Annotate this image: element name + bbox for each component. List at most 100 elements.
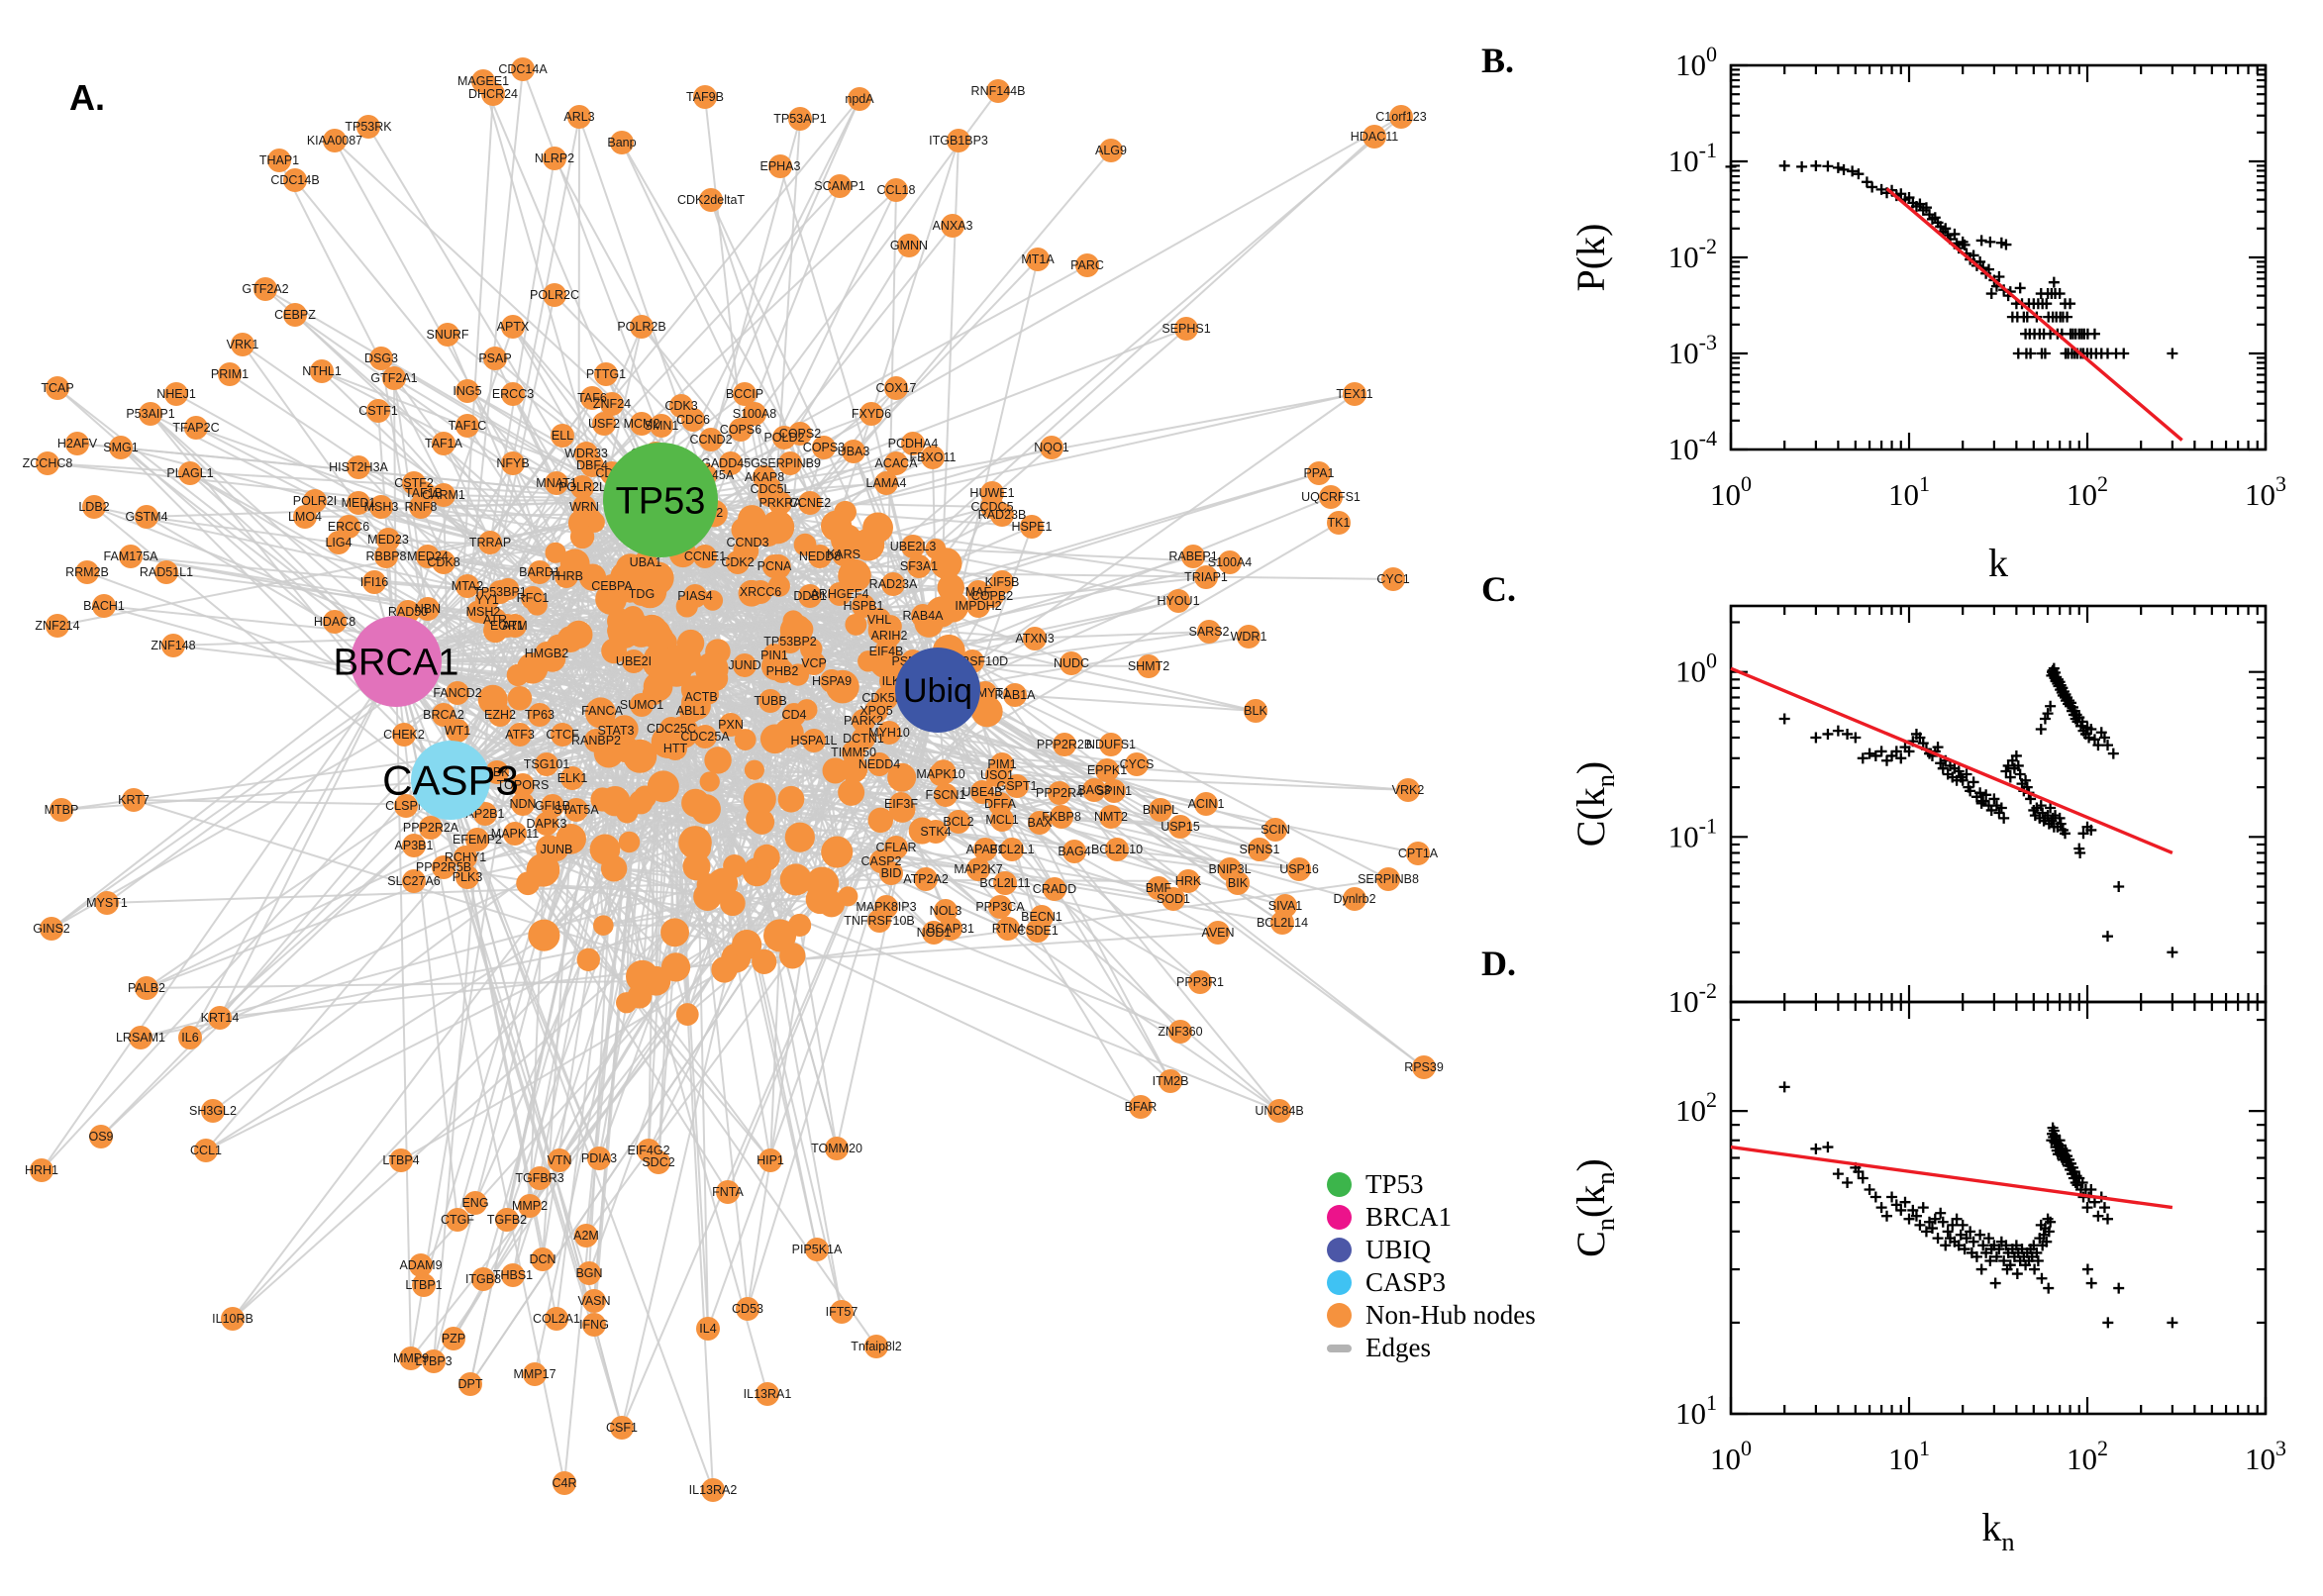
non-hub-node: [30, 1158, 53, 1182]
non-hub-node: [374, 545, 398, 568]
non-hub-node: [770, 659, 794, 683]
node-label: MCL1: [985, 813, 1018, 827]
node-label: BCAP31: [927, 922, 974, 936]
node-label: ANXA3: [933, 219, 973, 233]
non-hub-node: [937, 573, 965, 602]
non-hub-node: [1095, 758, 1119, 782]
non-hub-node: [545, 1307, 568, 1331]
node-label: PIP5K1A: [792, 1243, 843, 1256]
non-hub-node: [630, 693, 654, 717]
node-label: NQO1: [1034, 441, 1068, 454]
node-label: BLK: [1244, 704, 1267, 718]
non-hub-node: [986, 79, 1010, 103]
node-label: TEX11: [1336, 387, 1372, 401]
non-hub-node: [1343, 382, 1366, 406]
non-hub-node: [874, 471, 898, 495]
node-label: TK1: [1328, 516, 1351, 530]
non-hub-node: [95, 891, 119, 915]
node-label: PLAGL1: [166, 466, 213, 480]
node-label: HRH1: [25, 1163, 58, 1177]
node-label: Banp: [607, 136, 636, 150]
tick-label: 102: [2067, 1436, 2108, 1476]
node-label: WDR33: [564, 447, 608, 460]
non-hub-node: [1082, 778, 1106, 802]
node-label: NEDD8: [799, 549, 841, 563]
non-hub-node: [1206, 921, 1230, 945]
tick-label: 100: [1710, 471, 1752, 512]
node-label: NFYB: [496, 456, 529, 470]
node-label: RAB4A: [903, 609, 945, 623]
node-label: SPIN1: [1096, 784, 1132, 798]
node-label: PPP2R4: [1036, 786, 1083, 800]
non-hub-node: [947, 810, 970, 834]
node-label: MNAT1: [536, 476, 576, 490]
non-hub-node: [582, 1289, 606, 1313]
non-hub-node: [782, 703, 806, 727]
node-label: MSH3: [364, 500, 399, 514]
non-hub-node: [600, 855, 628, 882]
node-label: CFLAR: [876, 841, 917, 854]
non-hub-node: [859, 402, 883, 426]
node-label: OS9: [88, 1130, 113, 1144]
hub-label-ubiq: Ubiq: [903, 672, 972, 710]
node-label: BAG4: [1058, 845, 1090, 858]
non-hub-node: [753, 844, 780, 871]
node-label: CDC14B: [270, 173, 319, 187]
node-label: IL4: [699, 1322, 716, 1336]
non-hub-node: [828, 582, 852, 606]
non-hub-node: [711, 956, 738, 983]
non-hub-node: [569, 524, 595, 549]
node-label: LMO4: [288, 510, 322, 524]
non-hub-node: [768, 154, 792, 178]
node-label: RTN4: [992, 922, 1024, 936]
non-hub-node: [1003, 683, 1027, 707]
node-label: LRSAM1: [116, 1031, 165, 1045]
non-hub-node: [768, 491, 792, 515]
non-hub-node: [830, 1300, 854, 1324]
node-label: MED24: [407, 549, 449, 563]
node-label: WDR1: [1231, 630, 1267, 644]
non-hub-node: [640, 618, 671, 649]
node-label: ACTB: [684, 690, 717, 704]
non-hub-node: [572, 495, 596, 519]
non-hub-node: [356, 115, 380, 139]
non-hub-node: [419, 816, 443, 840]
non-hub-node: [736, 1297, 759, 1321]
non-hub-node: [432, 483, 455, 507]
scatter-points: [1778, 1081, 2178, 1329]
node-label: S100A4: [1208, 555, 1253, 569]
node-label: TIMM50: [831, 746, 876, 759]
non-hub-node: [1376, 867, 1400, 891]
node-label: BMF: [1146, 881, 1172, 895]
node-label: ALG9: [1095, 144, 1127, 157]
non-hub-node: [178, 1026, 202, 1049]
tick-label: 102: [2067, 471, 2108, 512]
non-hub-node: [699, 188, 723, 212]
non-hub-node: [1307, 461, 1331, 485]
non-hub-node: [545, 471, 568, 495]
non-hub-node: [822, 757, 849, 784]
non-hub-node: [852, 727, 875, 750]
non-hub-node: [798, 584, 822, 608]
non-hub-node: [852, 594, 875, 618]
node-label: PPP2R5B: [416, 860, 471, 874]
node-label: CDC25C: [647, 722, 696, 736]
node-label: TNFRSF10B: [844, 914, 915, 928]
non-hub-node: [610, 1416, 634, 1440]
node-label: IFT57: [826, 1305, 858, 1319]
node-label: CDC6: [676, 413, 710, 427]
non-hub-node: [458, 1372, 482, 1396]
axis-title: C(kn): [1568, 761, 1620, 848]
non-hub-node: [772, 426, 796, 449]
non-hub-node: [762, 554, 786, 578]
non-hub-node: [253, 277, 277, 301]
non-hub-node: [744, 759, 764, 780]
non-hub-node: [432, 855, 455, 879]
node-label: ARIH2: [871, 629, 908, 643]
node-label: VTN: [548, 1153, 572, 1167]
node-label: PHB2: [766, 664, 799, 678]
non-hub-node: [593, 915, 614, 936]
node-label: STAT3: [597, 724, 634, 738]
node-label: NHEJ1: [156, 387, 196, 401]
non-hub-node: [858, 650, 879, 672]
